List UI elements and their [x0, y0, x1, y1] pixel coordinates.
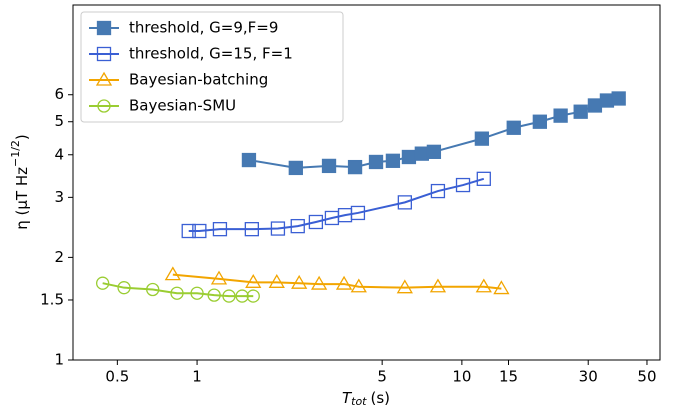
legend-box: [80, 11, 344, 123]
y-tick-label: 6: [54, 85, 64, 103]
point: [385, 153, 401, 168]
y-tick-label: 1: [54, 351, 64, 369]
plot-frame: [72, 4, 661, 361]
point: [347, 159, 363, 175]
point: [476, 171, 491, 186]
point: [246, 289, 260, 303]
point: [244, 222, 259, 237]
legend-marker: [96, 46, 112, 62]
point: [268, 274, 285, 288]
point: [164, 266, 181, 281]
y-tick-label: 4: [54, 145, 64, 163]
point: [414, 146, 429, 161]
legend-label: threshold, G=15, F=1: [129, 45, 293, 63]
point: [308, 214, 324, 230]
point: [117, 281, 131, 295]
x-tick-label: 15: [499, 368, 518, 386]
x-tick-label: 0.5: [105, 368, 129, 386]
y-tick-label: 5: [54, 112, 64, 130]
point: [426, 144, 442, 159]
point: [192, 223, 207, 239]
point: [573, 104, 588, 119]
x-tick-label: 5: [377, 368, 387, 386]
point: [350, 205, 366, 221]
point: [532, 114, 548, 129]
point: [350, 278, 367, 293]
series-line: [172, 273, 502, 290]
point: [170, 286, 184, 300]
point: [455, 177, 471, 193]
legend-marker: [97, 99, 111, 113]
point: [429, 278, 447, 293]
point: [430, 183, 446, 199]
point: [146, 282, 160, 297]
point: [288, 160, 303, 176]
y-tick-label: 3: [54, 188, 64, 206]
point: [291, 274, 308, 289]
point: [368, 154, 384, 170]
point: [212, 222, 228, 237]
y-label-symbol: η (μT Hz: [13, 167, 31, 230]
legend-label: Bayesian-batching: [129, 71, 268, 89]
point: [401, 149, 417, 165]
point: [475, 278, 492, 293]
x-tick-label: 30: [579, 368, 598, 386]
x-label-unit: (s): [371, 389, 391, 407]
y-tick-label: 1.5: [40, 290, 64, 308]
point: [611, 91, 626, 106]
legend-marker: [95, 71, 113, 86]
point: [190, 286, 204, 300]
legend-label: threshold, G=9,F=9: [129, 19, 278, 37]
y-label-close: ): [13, 134, 31, 140]
legend-marker: [96, 20, 112, 36]
series-line: [188, 177, 485, 233]
point: [397, 195, 412, 210]
series-line: [102, 282, 254, 298]
point: [207, 288, 221, 302]
x-tick-label: 10: [452, 368, 471, 386]
x-axis-label: Ttot (s): [342, 389, 390, 409]
x-label-symbol: T: [342, 389, 353, 407]
y-axis-label: η (μT Hz−1/2): [9, 134, 31, 230]
point: [241, 152, 257, 168]
point: [290, 218, 305, 234]
point: [235, 289, 249, 303]
point: [587, 98, 603, 113]
point: [599, 93, 615, 108]
point: [506, 120, 521, 135]
y-label-superscript: −1/2: [9, 140, 22, 167]
point: [335, 275, 353, 290]
point: [96, 276, 110, 290]
point: [474, 131, 490, 146]
x-label-subscript: tot: [351, 395, 367, 408]
legend-label: Bayesian-SMU: [129, 97, 236, 115]
point: [553, 108, 568, 123]
point: [245, 274, 262, 288]
point: [210, 270, 228, 285]
y-tick-label: 2: [54, 248, 64, 266]
x-tick-label: 50: [637, 368, 656, 386]
point: [310, 275, 328, 290]
point: [321, 158, 337, 174]
point: [493, 280, 510, 295]
point: [222, 289, 236, 303]
x-tick-label: 1: [192, 368, 202, 386]
point: [270, 221, 286, 236]
point: [181, 223, 196, 239]
point: [396, 279, 413, 294]
